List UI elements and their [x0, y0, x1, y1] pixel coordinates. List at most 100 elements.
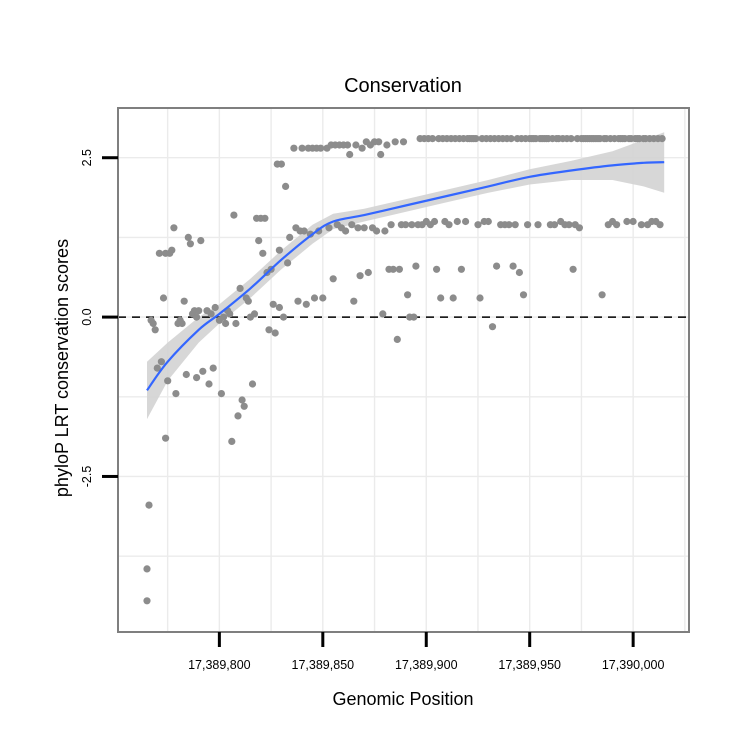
data-point	[219, 313, 228, 321]
data-point	[290, 144, 298, 152]
data-point	[534, 221, 542, 229]
data-point	[286, 233, 294, 241]
data-point	[404, 291, 412, 299]
data-point	[656, 221, 664, 229]
x-tick-label: 17,389,900	[395, 658, 458, 672]
data-point	[373, 227, 381, 235]
data-point	[211, 303, 219, 312]
data-point	[391, 138, 399, 146]
data-point	[240, 402, 248, 410]
data-point	[248, 380, 257, 388]
data-point	[261, 214, 269, 222]
data-point	[255, 237, 263, 245]
data-point	[356, 272, 364, 280]
data-point	[195, 307, 203, 315]
y-axis-title: phyloP LRT conservation scores	[52, 239, 72, 497]
data-point	[209, 364, 217, 372]
chart-title: Conservation	[344, 75, 462, 97]
data-point	[433, 265, 441, 273]
data-point	[325, 224, 333, 232]
data-point	[428, 135, 437, 143]
data-point	[410, 313, 418, 321]
data-point	[402, 221, 410, 229]
data-point	[598, 291, 606, 299]
data-point	[250, 310, 259, 318]
data-point	[277, 160, 285, 168]
data-point	[344, 141, 352, 149]
data-point	[244, 297, 252, 305]
data-point	[164, 377, 172, 385]
data-point	[505, 221, 513, 229]
data-point	[310, 294, 319, 302]
data-point	[474, 221, 482, 229]
data-point	[271, 329, 279, 337]
data-point	[449, 294, 457, 302]
data-point	[184, 233, 192, 241]
x-tick-label: 17,389,850	[292, 658, 355, 672]
smooth-line	[146, 161, 665, 392]
data-point	[319, 294, 327, 302]
data-point	[151, 326, 159, 334]
data-point	[569, 265, 577, 273]
data-point	[488, 323, 497, 331]
data-point	[275, 246, 283, 254]
scatter-points	[143, 135, 666, 605]
data-point	[658, 135, 666, 143]
data-point	[395, 265, 403, 273]
data-point	[509, 262, 517, 270]
data-point	[430, 217, 439, 226]
confidence-band	[147, 132, 665, 420]
data-point	[445, 221, 453, 229]
data-point	[393, 335, 401, 343]
data-point	[493, 262, 501, 270]
data-point	[170, 224, 178, 232]
data-point	[172, 390, 180, 398]
data-point	[193, 374, 201, 382]
data-point	[389, 265, 397, 273]
axes: 17,389,800 17,389,850 17,389,900 17,389,950…	[80, 149, 664, 672]
data-point	[155, 249, 163, 257]
data-point	[613, 221, 621, 229]
data-point	[565, 221, 573, 229]
data-point	[511, 221, 519, 229]
data-point	[575, 224, 584, 232]
data-point	[360, 224, 368, 232]
data-point	[550, 221, 559, 229]
data-point	[157, 358, 165, 366]
data-point	[437, 294, 445, 302]
data-point	[515, 268, 524, 277]
data-point	[275, 303, 283, 312]
x-tick-label: 17,389,950	[498, 658, 561, 672]
data-point	[230, 211, 238, 219]
data-point	[462, 217, 470, 226]
data-point	[145, 501, 153, 509]
data-point	[143, 597, 151, 605]
confidence-band-layer	[147, 132, 665, 420]
data-point	[629, 217, 637, 226]
data-point	[282, 182, 290, 190]
data-point	[300, 227, 308, 235]
data-point	[205, 380, 213, 388]
data-point	[377, 150, 385, 159]
data-point	[358, 144, 366, 152]
data-point	[637, 221, 646, 229]
data-point	[182, 370, 190, 379]
data-point	[284, 259, 292, 267]
data-point	[228, 437, 236, 445]
data-point	[232, 319, 240, 328]
data-point	[153, 364, 161, 372]
x-tick-label: 17,390,000	[602, 658, 665, 672]
data-point	[329, 275, 337, 283]
data-point	[342, 227, 350, 235]
data-point	[567, 135, 575, 143]
data-point	[354, 224, 362, 232]
data-point	[265, 326, 273, 334]
data-point	[399, 138, 408, 146]
data-point	[472, 135, 480, 143]
data-point	[294, 297, 302, 305]
data-point	[269, 300, 277, 308]
data-point	[302, 300, 310, 308]
y-tick-label: 2.5	[80, 149, 94, 166]
data-point	[507, 135, 515, 143]
data-point	[381, 227, 389, 235]
